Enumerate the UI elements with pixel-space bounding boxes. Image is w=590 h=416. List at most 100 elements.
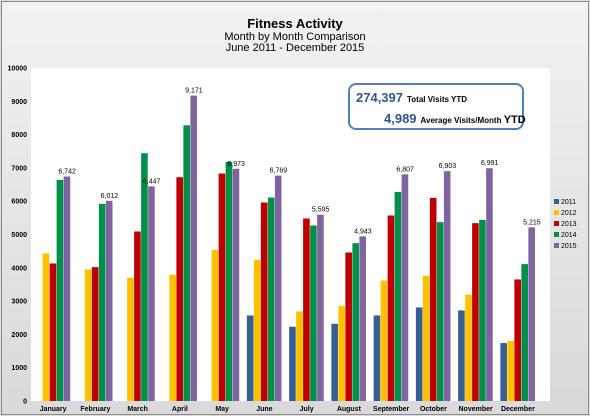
data-label-february: 6,012	[101, 193, 119, 200]
data-label-october: 6,903	[439, 163, 457, 170]
average-visits-label-suffix: YTD	[503, 114, 526, 126]
x-category-label: April	[172, 406, 188, 413]
bar-2011-june	[246, 315, 254, 401]
bar-2012-november	[465, 294, 472, 401]
bar-2014-may	[225, 161, 233, 401]
bar-2012-october	[422, 275, 430, 401]
legend-label-2013: 2013	[561, 221, 577, 228]
legend-label-2014: 2014	[561, 232, 577, 239]
bar-2014-june	[267, 197, 275, 401]
legend-swatch-2011	[554, 199, 559, 204]
y-tick-label: 10000	[8, 66, 28, 73]
x-category-label: August	[337, 406, 362, 413]
y-tick-label: 9000	[11, 99, 27, 106]
y-tick-label: 6000	[11, 199, 27, 206]
y-tick-label: 4000	[11, 265, 27, 272]
chart-subtitle-line-1: Month by Month Comparison	[224, 31, 365, 43]
bar-2012-june	[253, 259, 261, 401]
legend-label-2012: 2012	[561, 210, 577, 217]
bar-2012-february	[84, 269, 92, 401]
x-category-label: January	[40, 406, 67, 413]
chart-title: Fitness Activity	[247, 16, 343, 31]
y-tick-label: 5000	[11, 232, 27, 239]
bar-2015-may	[232, 168, 240, 401]
bar-2014-april	[183, 125, 190, 401]
x-category-label: September	[373, 406, 409, 413]
data-labels-group: 6,742 6,012 6,447 9,171 6,973 6,769 5,595 4,943…	[58, 88, 540, 236]
bar-2015-april	[190, 95, 197, 401]
bars-group	[42, 95, 535, 401]
x-category-label: May	[215, 406, 229, 413]
bar-2012-december	[507, 341, 514, 401]
bar-2012-july	[296, 311, 303, 401]
bar-2015-july	[317, 214, 324, 401]
bar-2015-march	[148, 186, 155, 401]
average-visits-label-wrap: Average Visits/Month YTD	[420, 114, 526, 126]
y-tick-label: 3000	[11, 299, 27, 306]
bar-2015-june	[274, 175, 282, 401]
bar-2014-july	[310, 225, 317, 401]
bar-2013-february	[91, 267, 99, 401]
bar-2012-march	[127, 277, 134, 401]
bar-2011-july	[289, 326, 296, 401]
y-tick-label: 8000	[11, 132, 27, 139]
chart-subtitle-line-2: June 2011 - December 2015	[226, 42, 365, 54]
data-label-december: 5,215	[523, 219, 541, 226]
bar-2012-august	[338, 306, 345, 401]
bar-2012-may	[211, 249, 219, 401]
bar-2014-august	[352, 243, 359, 401]
y-tick-label: 2000	[11, 332, 27, 339]
data-label-november: 6,991	[481, 160, 499, 167]
legend-label-2011: 2011	[561, 199, 576, 206]
bar-2011-september	[373, 315, 381, 401]
x-category-label: July	[300, 406, 314, 413]
bar-2011-november	[458, 310, 465, 401]
bar-2014-september	[394, 191, 402, 401]
average-visits-label: Average Visits/Month	[420, 116, 502, 125]
data-label-may: 6,973	[227, 161, 245, 168]
bar-2014-november	[479, 219, 486, 401]
data-label-september: 6,807	[396, 166, 414, 173]
legend-swatch-2015	[554, 243, 559, 248]
bar-2012-september	[380, 280, 388, 401]
bar-2013-september	[387, 215, 395, 401]
legend-swatch-2012	[554, 210, 559, 215]
bar-2014-january	[56, 179, 64, 401]
bar-2014-february	[98, 203, 106, 401]
data-label-august: 4,943	[354, 228, 372, 235]
y-tick-label: 7000	[11, 165, 27, 172]
bar-2011-october	[415, 307, 423, 401]
bar-2015-january	[63, 176, 71, 401]
total-visits-value: 274,397	[356, 90, 403, 105]
x-category-label: June	[256, 406, 272, 413]
data-label-april: 9,171	[185, 88, 203, 95]
summary-average-row: 4,989 Average Visits/Month YTD	[384, 110, 526, 128]
bar-2013-april	[176, 177, 183, 401]
data-label-january: 6,742	[58, 168, 76, 175]
bar-2013-january	[49, 263, 57, 401]
y-tick-label: 0	[23, 399, 27, 406]
legend-swatch-2013	[554, 221, 559, 226]
bar-2012-april	[169, 274, 176, 401]
x-category-label: December	[501, 406, 535, 413]
bar-2015-september	[401, 174, 409, 401]
legend-swatch-2014	[554, 232, 559, 237]
data-label-july: 5,595	[312, 207, 330, 214]
x-axis: January February March April May June July Augu…	[40, 406, 535, 413]
summary-total-row: 274,397 Total Visits YTD	[356, 89, 467, 107]
bar-2013-december	[514, 279, 521, 401]
bar-2011-august	[331, 323, 338, 401]
legend-label-2015: 2015	[561, 243, 577, 250]
bar-2011-december	[500, 343, 507, 401]
average-visits-value: 4,989	[384, 111, 417, 126]
bar-2013-july	[303, 218, 310, 401]
total-visits-label: Total Visits YTD	[407, 95, 468, 104]
summary-box: 274,397 Total Visits YTD 4,989 Average Vis…	[348, 83, 526, 130]
legend: 2011 2012 2013 2014 2015	[554, 199, 577, 250]
bar-2013-may	[218, 173, 226, 401]
bar-2013-march	[134, 231, 141, 401]
bar-2015-december	[528, 227, 535, 401]
y-tick-label: 1000	[11, 365, 27, 372]
